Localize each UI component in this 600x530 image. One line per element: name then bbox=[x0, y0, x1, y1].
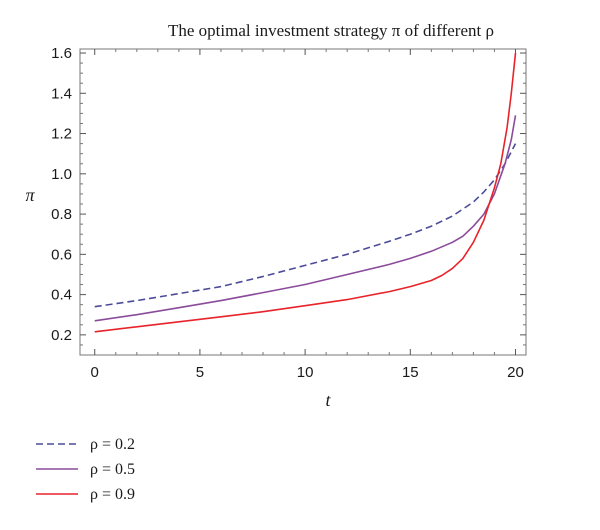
x-tick-label: 0 bbox=[91, 364, 99, 381]
x-tick-label: 10 bbox=[297, 364, 314, 381]
y-tick-label: 0.2 bbox=[51, 327, 72, 344]
axis-ticks: 0 5 10 15 20 0.2 0.4 0.6 0.8 1.0 1.2 1.4 1.6 bbox=[51, 45, 526, 381]
chart-title: The optimal investment strategy π of dif… bbox=[168, 21, 494, 40]
x-tick-label: 5 bbox=[196, 364, 204, 381]
y-tick-label: 1.0 bbox=[51, 166, 72, 183]
y-tick-label: 1.4 bbox=[51, 85, 72, 102]
legend: ρ = 0.2 ρ = 0.5 ρ = 0.9 bbox=[36, 436, 135, 503]
y-tick-label: 0.4 bbox=[51, 287, 72, 304]
plot-frame bbox=[79, 48, 527, 356]
y-tick-label: 0.6 bbox=[51, 246, 72, 263]
legend-label-3: ρ = 0.9 bbox=[90, 486, 135, 503]
series-line-2 bbox=[94, 115, 517, 322]
y-tick-label: 1.2 bbox=[51, 126, 72, 143]
x-tick-label: 20 bbox=[507, 364, 524, 381]
x-tick-label: 15 bbox=[402, 364, 419, 381]
series-line-3 bbox=[94, 52, 517, 333]
legend-label-1: ρ = 0.2 bbox=[90, 436, 135, 453]
legend-label-2: ρ = 0.5 bbox=[90, 461, 135, 478]
y-axis-label: π bbox=[25, 185, 35, 205]
y-tick-label: 1.6 bbox=[51, 45, 72, 62]
y-tick-label: 0.8 bbox=[51, 206, 72, 223]
series-line-1 bbox=[94, 143, 517, 308]
x-axis-label: t bbox=[325, 390, 331, 410]
series-curves bbox=[94, 52, 517, 333]
